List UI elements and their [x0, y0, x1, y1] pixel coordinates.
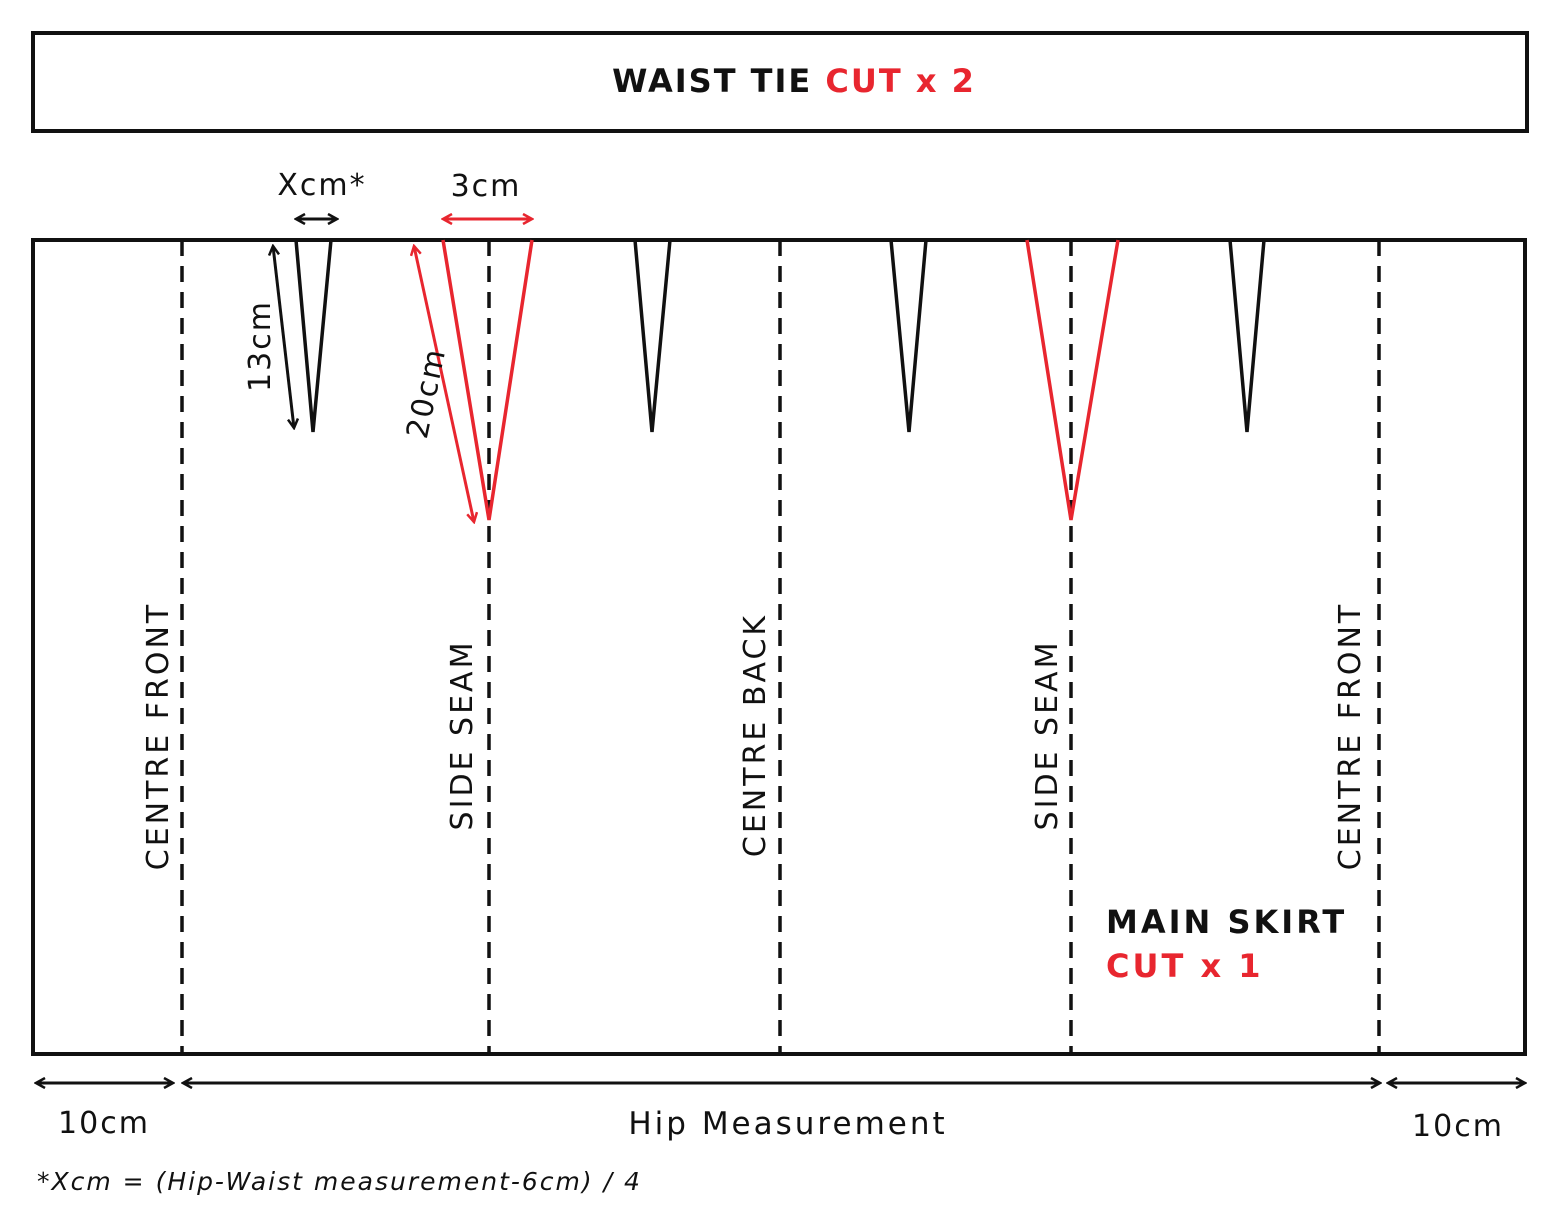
right-extension-label: 10cm [1412, 1109, 1504, 1144]
waist-tie-cut: CUT x 2 [825, 62, 975, 100]
waist-tie-title: WAIST TIE [612, 62, 812, 100]
side-dart-width-label: 3cm [451, 169, 522, 204]
dart-small-2 [633, 239, 672, 433]
centre-front-label-left: CENTRE FRONT [141, 602, 176, 871]
small-dart-length-label: 13cm [243, 300, 278, 392]
dart-small-4 [1228, 239, 1266, 433]
centre-back-label: CENTRE BACK [738, 613, 773, 857]
hip-measurement-label: Hip Measurement [628, 1106, 947, 1142]
main-skirt-cut: CUT x 1 [1106, 947, 1263, 985]
dart-side-seam-right [1025, 239, 1120, 521]
main-skirt-title: MAIN SKIRT [1106, 903, 1347, 941]
small-dart-width-label: Xcm* [277, 168, 366, 203]
small-dart-length-arrow [273, 246, 294, 428]
waist-tie-piece [31, 31, 1529, 133]
side-dart-length-arrow [414, 246, 474, 522]
side-seam-label-left: SIDE SEAM [445, 640, 480, 831]
centre-front-label-right: CENTRE FRONT [1333, 602, 1368, 871]
left-extension-label: 10cm [58, 1106, 150, 1141]
waist-tie-label: WAIST TIE CUT x 2 [612, 62, 976, 100]
footnote: *Xcm = (Hip-Waist measurement-6cm) / 4 [37, 1167, 642, 1196]
side-seam-label-right: SIDE SEAM [1030, 640, 1065, 831]
dart-small-3 [889, 239, 928, 433]
dart-small-1 [294, 239, 333, 433]
